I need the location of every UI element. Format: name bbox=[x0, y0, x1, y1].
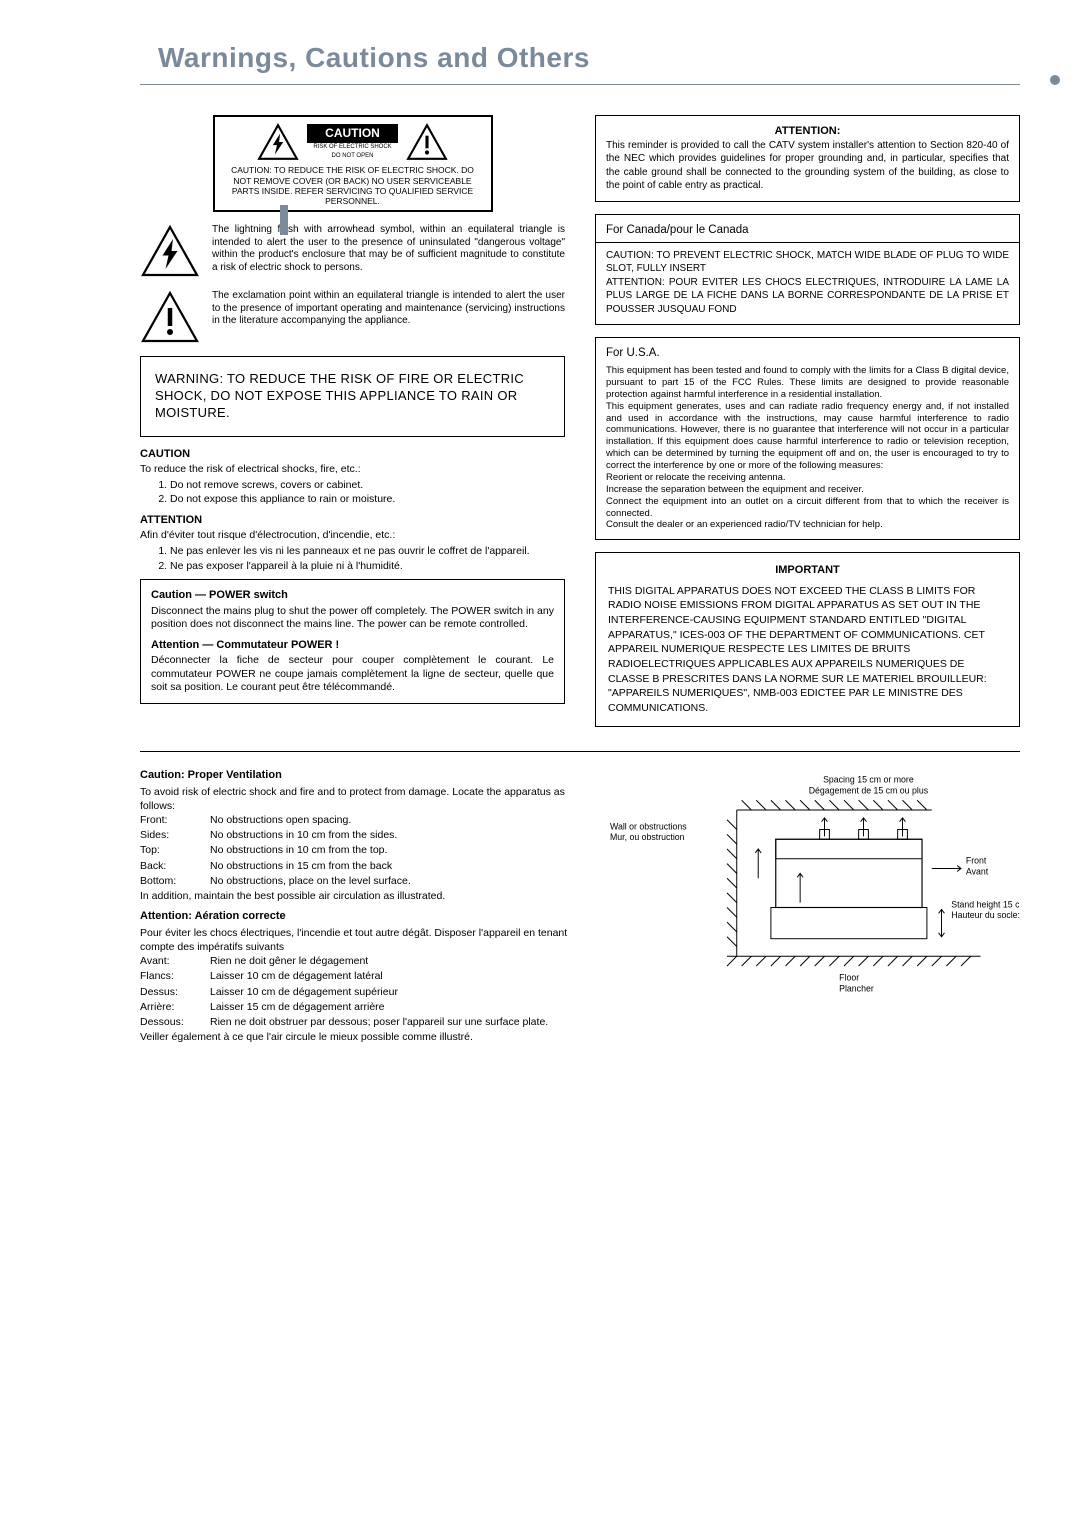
caution-en-heading: CAUTION bbox=[140, 447, 565, 461]
catv-body: This reminder is provided to call the CA… bbox=[606, 139, 1009, 193]
power-switch-box: Caution — POWER switch Disconnect the ma… bbox=[140, 579, 565, 704]
vent-intro-en: To avoid risk of electric shock and fire… bbox=[140, 785, 590, 813]
attention-fr-item: Ne pas exposer l'appareil à la pluie ni … bbox=[170, 560, 565, 574]
vent-fr-label: Avant: bbox=[140, 954, 210, 968]
caution-sub2: DO NOT OPEN bbox=[307, 153, 398, 161]
vent-fr-text: Laisser 10 cm de dégagement latéral bbox=[210, 969, 383, 983]
canada-l2: ATTENTION: POUR EVITER LES CHOCS ELECTRI… bbox=[606, 276, 1009, 317]
caution-text: CAUTION: TO REDUCE THE RISK OF ELECTRIC … bbox=[223, 165, 483, 206]
vent-fr-label: Dessus: bbox=[140, 985, 210, 999]
svg-text:Plancher: Plancher bbox=[840, 983, 875, 993]
lightning-symbol-row: The lightning flash with arrowhead symbo… bbox=[140, 224, 565, 278]
vent-fr-text: Rien ne doit gêner le dégagement bbox=[210, 954, 368, 968]
vent-fr-label: Arrière: bbox=[140, 1000, 210, 1014]
usa-heading: For U.S.A. bbox=[606, 346, 1009, 361]
vent-en-text: No obstructions, place on the level surf… bbox=[210, 874, 411, 888]
vent-fr-label: Flancs: bbox=[140, 969, 210, 983]
power-p1: Disconnect the mains plug to shut the po… bbox=[151, 605, 554, 632]
title-underline bbox=[140, 84, 1020, 85]
exclaim-text: The exclamation point within an equilate… bbox=[212, 290, 565, 328]
caution-sub1: RISK OF ELECTRIC SHOCK bbox=[307, 144, 398, 152]
section-separator bbox=[140, 751, 1020, 752]
power-heading-en: Caution — POWER switch bbox=[151, 588, 554, 602]
svg-text:Wall or obstructions: Wall or obstructions bbox=[610, 821, 687, 831]
catv-heading: ATTENTION: bbox=[606, 124, 1009, 138]
attention-fr-item: Ne pas enlever les vis ni les panneaux e… bbox=[170, 545, 565, 559]
vent-fr-text: Rien ne doit obstruer par dessous; poser… bbox=[210, 1015, 548, 1029]
title-row: Warnings, Cautions and Others bbox=[140, 40, 1020, 85]
page-title: Warnings, Cautions and Others bbox=[140, 40, 1020, 76]
usa-p2: This equipment generates, uses and can r… bbox=[606, 401, 1009, 472]
vent-outro-en: In addition, maintain the best possible … bbox=[140, 889, 590, 903]
caution-panel: CAUTION RISK OF ELECTRIC SHOCK DO NOT OP… bbox=[213, 115, 493, 212]
exclaim-triangle-icon bbox=[406, 123, 448, 161]
left-column: CAUTION RISK OF ELECTRIC SHOCK DO NOT OP… bbox=[140, 115, 565, 726]
vent-fr-text: Laisser 15 cm de dégagement arrière bbox=[210, 1000, 385, 1014]
caution-en-list: Do not remove screws, covers or cabinet.… bbox=[140, 479, 565, 507]
vent-en-text: No obstructions in 15 cm from the back bbox=[210, 859, 392, 873]
warning-box: WARNING: TO REDUCE THE RISK OF FIRE OR E… bbox=[140, 356, 565, 437]
canada-box: For Canada/pour le Canada CAUTION: TO PR… bbox=[595, 214, 1020, 325]
exclaim-triangle-big-icon bbox=[140, 290, 200, 344]
usa-box: For U.S.A. This equipment has been teste… bbox=[595, 337, 1020, 540]
canada-heading: For Canada/pour le Canada bbox=[606, 223, 1009, 238]
lightning-triangle-icon bbox=[257, 123, 299, 161]
svg-text:Spacing 15 cm or more: Spacing 15 cm or more bbox=[824, 774, 915, 784]
usa-m2: Increase the separation between the equi… bbox=[606, 484, 1009, 496]
svg-text:Avant: Avant bbox=[966, 866, 989, 876]
usa-m4: Consult the dealer or an experienced rad… bbox=[606, 519, 1009, 531]
usa-p1: This equipment has been tested and found… bbox=[606, 365, 1009, 401]
canada-l1: CAUTION: TO PREVENT ELECTRIC SHOCK, MATC… bbox=[606, 249, 1009, 276]
caution-en-item: Do not expose this appliance to rain or … bbox=[170, 493, 565, 507]
exclaim-symbol-row: The exclamation point within an equilate… bbox=[140, 290, 565, 344]
svg-text:Floor: Floor bbox=[840, 972, 860, 982]
vent-en-label: Top: bbox=[140, 843, 210, 857]
attention-fr-list: Ne pas enlever les vis ni les panneaux e… bbox=[140, 545, 565, 573]
vent-en-label: Back: bbox=[140, 859, 210, 873]
placement-diagram-icon: Spacing 15 cm or more Dégagement de 15 c… bbox=[610, 768, 1020, 1008]
attention-fr-intro: Afin d'éviter tout risque d'électrocutio… bbox=[140, 529, 565, 543]
svg-text:Mur, ou obstruction: Mur, ou obstruction bbox=[610, 832, 685, 842]
vent-outro-fr: Veiller également à ce que l'air circule… bbox=[140, 1030, 590, 1044]
power-p2: Déconnecter la fiche de secteur pour cou… bbox=[151, 654, 554, 695]
power-heading-fr: Attention — Commutateur POWER ! bbox=[151, 638, 554, 652]
usa-m3: Connect the equipment into an outlet on … bbox=[606, 496, 1009, 520]
attention-fr-heading: ATTENTION bbox=[140, 513, 565, 527]
svg-text:Dégagement de 15 cm ou plus: Dégagement de 15 cm ou plus bbox=[809, 785, 929, 795]
vent-intro-fr: Pour éviter les chocs électriques, l'inc… bbox=[140, 926, 590, 954]
vent-en-text: No obstructions open spacing. bbox=[210, 813, 351, 827]
vent-fr-label: Dessous: bbox=[140, 1015, 210, 1029]
svg-text:Hauteur du socle: 15 cm ou plu: Hauteur du socle: 15 cm ou plus bbox=[952, 910, 1020, 920]
svg-text:Front: Front bbox=[966, 855, 987, 865]
usa-m1: Reorient or relocate the receiving anten… bbox=[606, 472, 1009, 484]
vent-en-label: Front: bbox=[140, 813, 210, 827]
caution-label: CAUTION bbox=[307, 124, 398, 144]
notice-body: THIS DIGITAL APPARATUS DOES NOT EXCEED T… bbox=[608, 584, 1007, 716]
vent-heading-en: Caution: Proper Ventilation bbox=[140, 768, 590, 783]
vent-fr-text: Laisser 10 cm de dégagement supérieur bbox=[210, 985, 398, 999]
caution-en-intro: To reduce the risk of electrical shocks,… bbox=[140, 463, 565, 477]
vent-en-label: Bottom: bbox=[140, 874, 210, 888]
caution-text-label: CAUTION: bbox=[231, 165, 272, 175]
ventilation-section: Caution: Proper Ventilation To avoid ris… bbox=[140, 768, 1020, 1044]
catv-box: ATTENTION: This reminder is provided to … bbox=[595, 115, 1020, 201]
svg-text:Stand height 15 cm or more: Stand height 15 cm or more bbox=[952, 899, 1020, 909]
notice-title: IMPORTANT bbox=[608, 563, 1007, 577]
notice-box: IMPORTANT THIS DIGITAL APPARATUS DOES NO… bbox=[595, 552, 1020, 726]
title-dot bbox=[1050, 75, 1060, 85]
vent-en-text: No obstructions in 10 cm from the top. bbox=[210, 843, 387, 857]
right-column: ATTENTION: This reminder is provided to … bbox=[595, 115, 1020, 726]
vent-en-text: No obstructions in 10 cm from the sides. bbox=[210, 828, 397, 842]
vent-heading-fr: Attention: Aération correcte bbox=[140, 909, 590, 924]
vent-en-label: Sides: bbox=[140, 828, 210, 842]
caution-en-item: Do not remove screws, covers or cabinet. bbox=[170, 479, 565, 493]
lightning-triangle-big-icon bbox=[140, 224, 200, 278]
lightning-text: The lightning flash with arrowhead symbo… bbox=[212, 224, 565, 274]
ventilation-diagram: Spacing 15 cm or more Dégagement de 15 c… bbox=[610, 768, 1020, 1044]
ventilation-text: Caution: Proper Ventilation To avoid ris… bbox=[140, 768, 590, 1044]
title-accent-bar bbox=[280, 205, 288, 235]
